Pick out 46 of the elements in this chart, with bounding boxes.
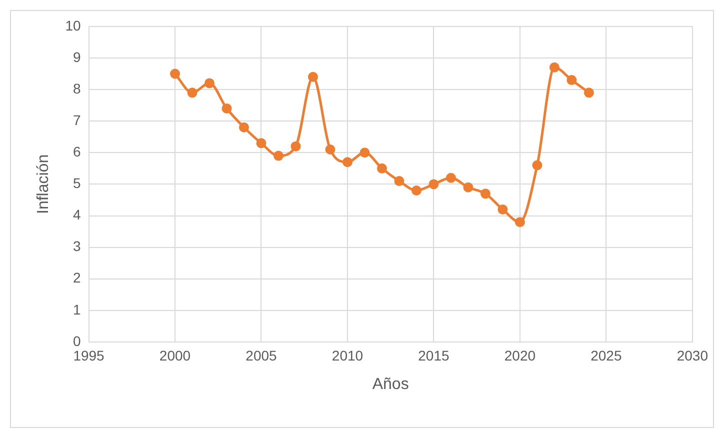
point <box>498 204 508 214</box>
x-tick-label: 2000 <box>159 347 191 364</box>
point <box>549 62 560 72</box>
point <box>376 163 387 174</box>
point <box>342 157 352 168</box>
point <box>584 88 594 98</box>
y-tick-label: 3 <box>72 238 81 254</box>
point <box>394 176 404 186</box>
point <box>360 148 370 158</box>
y-tick-label: 7 <box>72 112 81 128</box>
y-tick-label: 9 <box>72 48 81 65</box>
point <box>566 75 577 86</box>
x-tick-label: 2005 <box>246 347 278 364</box>
point <box>204 78 215 88</box>
point <box>187 88 198 98</box>
point <box>428 179 439 190</box>
point <box>325 144 336 154</box>
y-tick-label: 8 <box>72 80 81 96</box>
point <box>222 103 232 114</box>
point <box>239 122 249 132</box>
y-tick-label: 4 <box>72 206 81 223</box>
point <box>308 72 318 82</box>
x-tick-label: 2015 <box>418 347 450 364</box>
y-tick-label: 6 <box>72 144 81 160</box>
y-tick-label: 5 <box>72 175 81 192</box>
point <box>463 182 474 192</box>
point <box>411 186 422 196</box>
y-tick-label: 0 <box>72 332 81 349</box>
x-tick-label: 2010 <box>332 347 364 364</box>
point <box>514 217 525 228</box>
point <box>273 150 284 161</box>
y-tick-label: 10 <box>65 17 81 34</box>
point <box>256 138 266 148</box>
point <box>170 68 180 79</box>
x-tick-label: 1995 <box>73 347 105 364</box>
point <box>480 188 490 199</box>
point <box>446 172 456 183</box>
x-axis-title: Años <box>372 376 409 393</box>
x-tick-label: 2025 <box>590 347 622 364</box>
x-tick-label: 2020 <box>504 347 536 364</box>
y-axis-title: Inflación <box>35 154 52 214</box>
x-tick-label: 2030 <box>676 347 708 364</box>
y-tick-label: 2 <box>72 270 81 286</box>
y-tick-label: 1 <box>72 301 81 318</box>
point <box>290 141 301 152</box>
point <box>532 160 542 170</box>
